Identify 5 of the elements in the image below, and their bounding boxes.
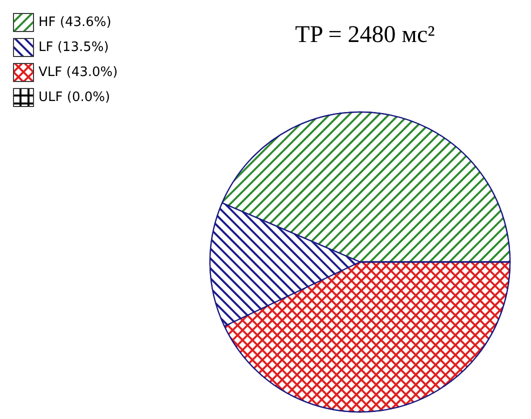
- legend-label: LF (13.5%): [38, 40, 109, 55]
- legend-label: HF (43.6%): [38, 15, 112, 30]
- legend-label: ULF (0.0%): [38, 90, 110, 105]
- legend-label: VLF (43.0%): [38, 65, 118, 80]
- chart-title: TP = 2480 мс²: [295, 22, 435, 48]
